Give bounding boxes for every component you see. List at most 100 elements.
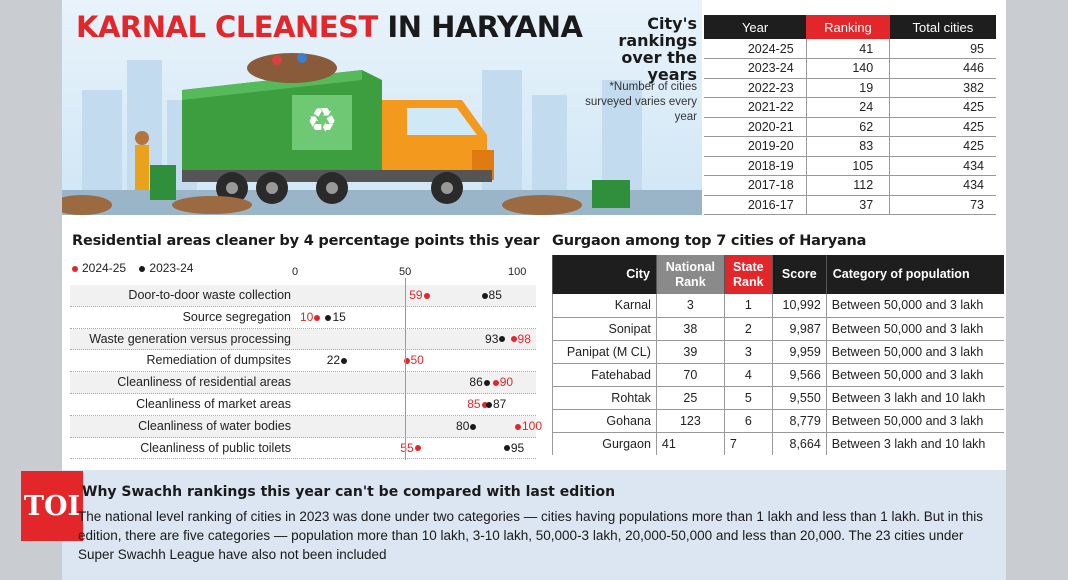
chart-row: Cleanliness of residential areas 90 86 [70, 372, 536, 394]
national-rank-cell: 70 [655, 363, 725, 387]
gurgaon-row: Gohana 123 6 8,779 Between 50,000 and 3 lakh [552, 409, 1004, 433]
gurgaon-col-category: Category of population [825, 255, 1004, 294]
point-2023-24: 22 [327, 353, 348, 367]
legend-label-2023: 2023-24 [149, 261, 194, 275]
data-label: 100 [522, 418, 543, 433]
city-cell: Panipat (M CL) [552, 340, 657, 364]
data-label: 87 [493, 396, 507, 411]
marker-dot [325, 314, 332, 321]
right-margin [1006, 0, 1068, 580]
rankings-row: 2020-21 62 425 [704, 117, 996, 137]
rankings-row: 2021-22 24 425 [704, 97, 996, 118]
note-title: Why Swachh rankings this year can't be c… [82, 484, 616, 500]
category-cell: Between 50,000 and 3 lakh [825, 363, 1004, 387]
legend-dot-2024 [72, 265, 78, 272]
rankings-cell-total: 425 [889, 136, 996, 157]
city-cell: Karnal [552, 294, 657, 318]
national-rank-cell: 123 [655, 409, 725, 433]
category-label: Door-to-door waste collection [128, 288, 291, 302]
score-cell: 8,664 [771, 432, 827, 455]
note-body: The national level ranking of cities in … [78, 509, 984, 562]
rankings-cell-year: 2024-25 [704, 39, 807, 59]
marker-dot [510, 336, 517, 343]
garbage-truck-illustration: ♻ [62, 53, 702, 215]
data-label: 90 [499, 375, 514, 390]
score-cell: 9,566 [771, 363, 827, 387]
point-2023-24: 95 [503, 441, 524, 455]
gurgaon-row: Gurgaon 41 7 8,664 Between 3 lakh and 10 lak… [552, 432, 1004, 455]
city-cell: Gohana [552, 409, 657, 433]
svg-text:♻: ♻ [307, 101, 337, 141]
chart-row: Door-to-door waste collection 59 85 [70, 285, 536, 307]
category-label: Cleanliness of water bodies [138, 418, 291, 433]
chart-row: Cleanliness of public toilets 55 95 [70, 438, 536, 460]
data-label: 59 [409, 288, 423, 302]
gurgaon-row: Panipat (M CL) 39 3 9,959 Between 50,000 and… [552, 340, 1004, 364]
note-box [62, 470, 1006, 580]
gurgaon-col-score: Score [771, 255, 827, 294]
marker-dot [503, 445, 510, 452]
point-2023-24: 15 [324, 309, 346, 324]
city-cell: Gurgaon [552, 432, 657, 455]
rankings-cell-year: 2017-18 [704, 175, 807, 196]
state-rank-cell: 4 [723, 363, 773, 387]
score-cell: 9,987 [771, 317, 827, 341]
category-label: Waste generation versus processing [89, 331, 291, 346]
point-2024-25: 10 [300, 310, 321, 324]
data-label: 85 [467, 396, 481, 411]
rankings-cell-ranking: 105 [805, 156, 891, 176]
rankings-cell-year: 2023-24 [704, 58, 807, 79]
rankings-cell-total: 434 [889, 156, 996, 176]
rankings-cell-ranking: 19 [805, 78, 891, 98]
rankings-cell-year: 2019-20 [704, 136, 807, 157]
marker-dot [481, 401, 488, 408]
rankings-cell-ranking: 83 [805, 136, 891, 157]
point-2024-25: 55 [400, 441, 421, 455]
category-cell: Between 3 lakh and 10 lakh [825, 386, 1004, 410]
tick-label-50: 50 [399, 266, 412, 278]
data-label: 10 [299, 309, 314, 324]
marker-dot [403, 358, 410, 365]
rankings-row: 2016-17 37 73 [704, 195, 996, 215]
marker-dot [483, 380, 490, 387]
tick-label-100: 100 [508, 266, 527, 278]
city-cell: Rohtak [552, 386, 657, 410]
data-label: 98 [517, 331, 531, 346]
city-cell: Sonipat [552, 317, 657, 341]
state-rank-cell: 1 [723, 294, 773, 318]
rankings-cell-year: 2022-23 [704, 78, 807, 98]
rankings-cell-total: 425 [889, 97, 996, 118]
score-cell: 8,779 [771, 409, 827, 433]
chart-row: Remediation of dumpsites 50 22 [70, 350, 536, 373]
rankings-row: 2019-20 83 425 [704, 136, 996, 157]
point-2024-25: 100 [514, 419, 542, 433]
marker-dot [481, 292, 488, 299]
gurgaon-col-city: City [552, 255, 657, 294]
gurgaon-row: Sonipat 38 2 9,987 Between 50,000 and 3 lakh [552, 317, 1004, 341]
state-rank-cell: 2 [723, 317, 773, 341]
rankings-cell-total: 425 [889, 117, 996, 137]
data-label: 15 [332, 309, 346, 324]
data-label: 50 [410, 353, 424, 368]
page-title: KARNAL CLEANEST IN HARYANA [76, 10, 583, 44]
rankings-note: *Number of cities surveyed varies every … [585, 81, 697, 123]
rankings-cell-year: 2021-22 [704, 97, 807, 118]
rankings-row: 2022-23 19 382 [704, 78, 996, 98]
marker-dot [470, 423, 477, 430]
category-cell: Between 50,000 and 3 lakh [825, 294, 1004, 318]
data-label: 80 [456, 418, 470, 433]
national-rank-cell: 39 [655, 340, 725, 364]
tick-label-0: 0 [292, 266, 299, 278]
marker-dot [414, 445, 421, 452]
data-label: 22 [326, 353, 341, 368]
point-2024-25: 50 [403, 353, 424, 367]
category-cell: Between 50,000 and 3 lakh [825, 317, 1004, 341]
rankings-col-ranking: Ranking [806, 15, 890, 39]
toi-logo: TOI [21, 471, 83, 541]
rankings-cell-ranking: 112 [805, 175, 891, 196]
point-2023-24: 80 [456, 419, 477, 433]
point-2023-24: 87 [485, 397, 506, 411]
rankings-cell-ranking: 62 [805, 117, 891, 137]
point-2023-24: 93 [485, 332, 506, 346]
rankings-cell-total: 446 [889, 58, 996, 79]
